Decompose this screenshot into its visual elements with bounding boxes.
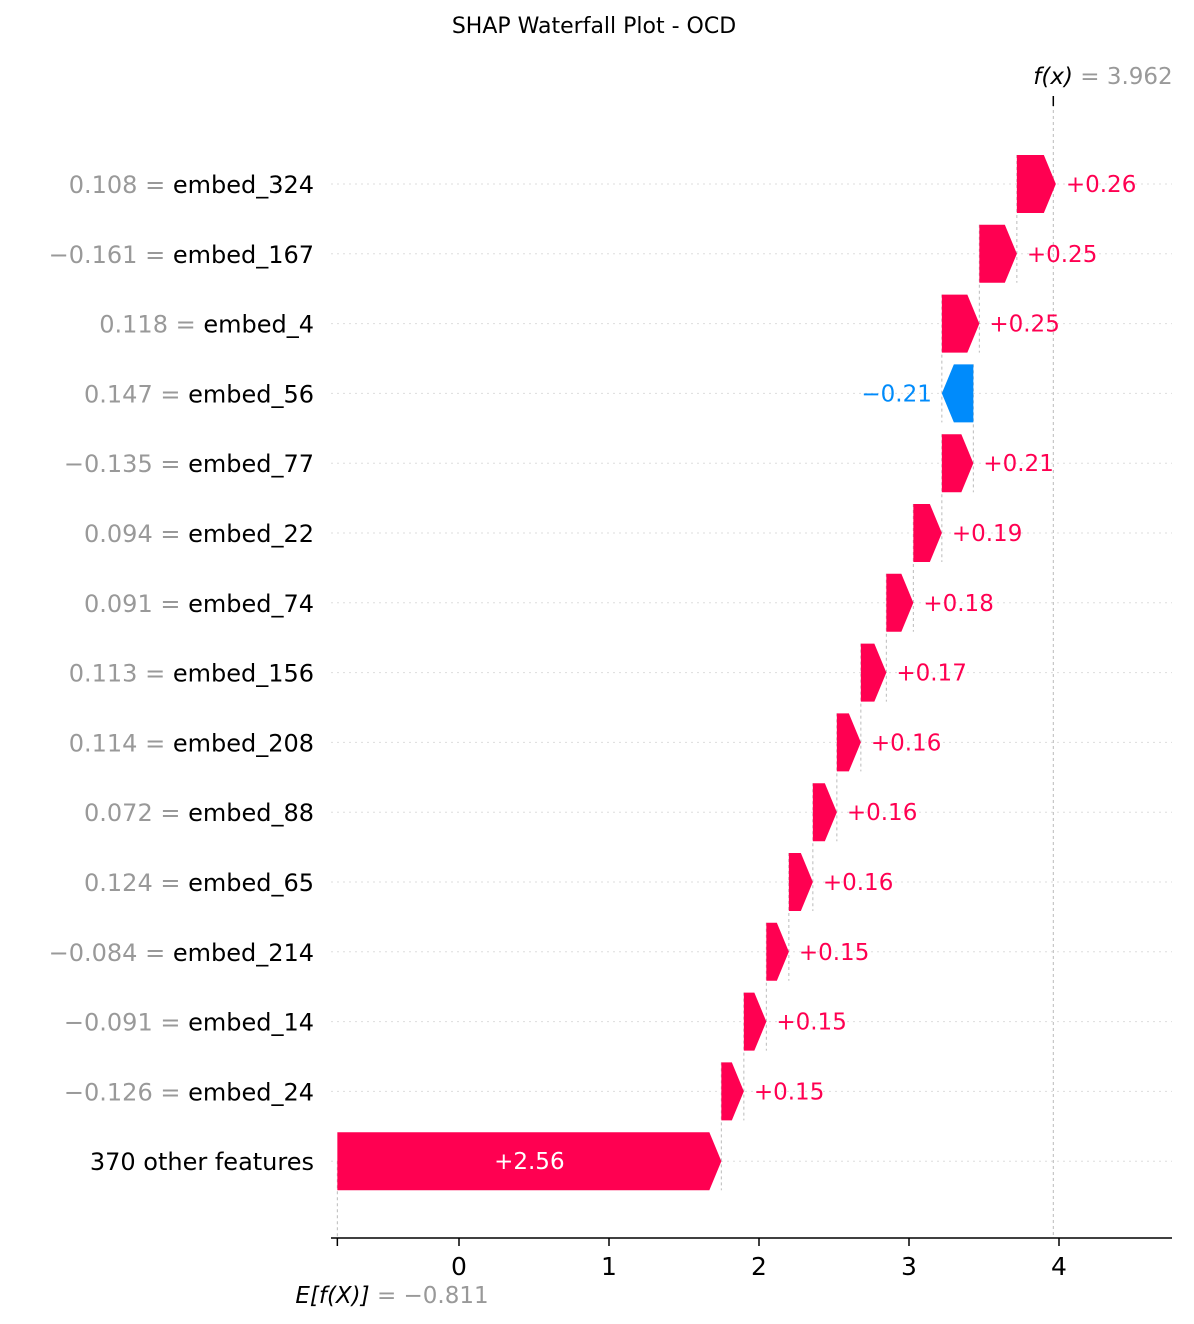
bar-value-label: +0.17 <box>896 661 966 687</box>
feature-value: −0.126 = <box>64 1078 188 1106</box>
feature-value: 0.118 = <box>99 311 203 339</box>
x-tick-label: 2 <box>751 1252 767 1281</box>
waterfall-bar <box>836 713 861 772</box>
bar-value-label: −0.21 <box>861 381 931 407</box>
final-value-annotation: f(x) = 3.962 <box>1033 64 1172 90</box>
feature-label: 0.108 = embed_324 <box>69 171 314 199</box>
final-value-number: = 3.962 <box>1080 64 1172 90</box>
feature-value: 0.113 = <box>69 660 173 688</box>
feature-label: 0.091 = embed_74 <box>84 590 314 618</box>
bar-value-label: +0.25 <box>1027 242 1097 268</box>
bar-value-label: +0.19 <box>952 521 1022 547</box>
waterfall-bar <box>941 294 980 353</box>
bar-value-label: +0.15 <box>754 1079 824 1105</box>
feature-label: −0.126 = embed_24 <box>64 1078 314 1106</box>
feature-value: 0.072 = <box>84 799 188 827</box>
feature-label: 0.114 = embed_208 <box>69 729 314 757</box>
feature-label: 0.118 = embed_4 <box>99 311 314 339</box>
base-value-prefix: E[f(X)] <box>295 1283 377 1309</box>
feature-label: 0.094 = embed_22 <box>84 520 314 548</box>
feature-name: embed_65 <box>188 869 314 897</box>
feature-name: embed_214 <box>173 939 314 967</box>
feature-value: 0.124 = <box>84 869 188 897</box>
feature-label: −0.084 = embed_214 <box>49 939 314 967</box>
bar-value-label: +0.18 <box>923 591 993 617</box>
base-value-number: = −0.811 <box>377 1283 489 1309</box>
waterfall-bar <box>886 573 914 632</box>
feature-name: embed_22 <box>188 520 314 548</box>
bar-value-label: +0.16 <box>823 870 893 896</box>
bar-value-label: +2.56 <box>494 1149 564 1175</box>
feature-name: embed_77 <box>188 450 314 478</box>
waterfall-bar <box>721 1062 744 1121</box>
feature-label: 0.072 = embed_88 <box>84 799 314 827</box>
value-annotations: f(x) = 3.962 E[f(X)] = −0.811 <box>295 64 1172 1309</box>
feature-name: embed_208 <box>173 729 314 757</box>
chart-title: SHAP Waterfall Plot - OCD <box>452 14 736 39</box>
bar-value-label: +0.15 <box>776 1010 846 1036</box>
waterfall-bar <box>979 224 1017 283</box>
waterfall-bar <box>941 434 974 493</box>
feature-name: 370 other features <box>90 1148 314 1176</box>
feature-label: 0.147 = embed_56 <box>84 380 314 408</box>
feature-name: embed_14 <box>188 1009 314 1037</box>
feature-name: embed_74 <box>188 590 314 618</box>
feature-value: −0.135 = <box>64 450 188 478</box>
x-tick-label: 3 <box>901 1252 917 1281</box>
feature-value: −0.161 = <box>49 241 173 269</box>
waterfall-bar <box>788 853 813 911</box>
waterfall-bar <box>913 504 942 562</box>
feature-name: embed_156 <box>173 660 314 688</box>
feature-name: embed_167 <box>173 241 314 269</box>
feature-label: −0.135 = embed_77 <box>64 450 314 478</box>
waterfall-bar <box>812 783 837 842</box>
feature-name: embed_56 <box>188 380 314 408</box>
feature-label: 0.124 = embed_65 <box>84 869 314 897</box>
feature-value: −0.091 = <box>64 1009 188 1037</box>
feature-value: 0.114 = <box>69 729 173 757</box>
bar-value-label: +0.16 <box>847 800 917 826</box>
x-axis: 0 1 2 3 4 <box>331 1237 1172 1281</box>
feature-name: embed_4 <box>203 311 314 339</box>
bar-value-label: +0.25 <box>989 312 1059 338</box>
feature-name: embed_324 <box>173 171 314 199</box>
waterfall-bar <box>860 643 887 702</box>
bar-value-label: +0.16 <box>871 730 941 756</box>
feature-value: 0.094 = <box>84 520 188 548</box>
feature-label: 370 other features <box>90 1148 314 1176</box>
feature-name: embed_88 <box>188 799 314 827</box>
x-tick-label: 1 <box>601 1252 617 1281</box>
feature-value: 0.091 = <box>84 590 188 618</box>
waterfall-bar <box>766 922 789 981</box>
base-value-annotation: E[f(X)] = −0.811 <box>295 1283 488 1309</box>
bar-value-label: +0.15 <box>799 940 869 966</box>
feature-label: −0.161 = embed_167 <box>49 241 314 269</box>
bar-value-label: +0.26 <box>1066 172 1136 198</box>
waterfall-bar <box>337 1132 722 1191</box>
bars-layer: +0.26 +0.25 +0.25 −0.21 +0.21 +0.19 +0.18 +0.17… <box>337 155 1136 1191</box>
waterfall-bar <box>743 992 767 1051</box>
x-tick-label: 4 <box>1051 1252 1067 1281</box>
feature-name: embed_24 <box>188 1078 314 1106</box>
waterfall-bar <box>941 364 974 423</box>
waterfall-bar <box>1016 155 1056 213</box>
feature-value: −0.084 = <box>49 939 173 967</box>
feature-label: −0.091 = embed_14 <box>64 1009 314 1037</box>
feature-value: 0.108 = <box>69 171 173 199</box>
final-value-prefix: f(x) <box>1033 64 1080 90</box>
bar-value-label: +0.21 <box>983 451 1053 477</box>
feature-label: 0.113 = embed_156 <box>69 660 314 688</box>
feature-value: 0.147 = <box>84 380 188 408</box>
x-tick-label: 0 <box>451 1252 467 1281</box>
feature-labels-layer: 0.108 = embed_324 −0.161 = embed_167 0.118… <box>49 171 314 1176</box>
